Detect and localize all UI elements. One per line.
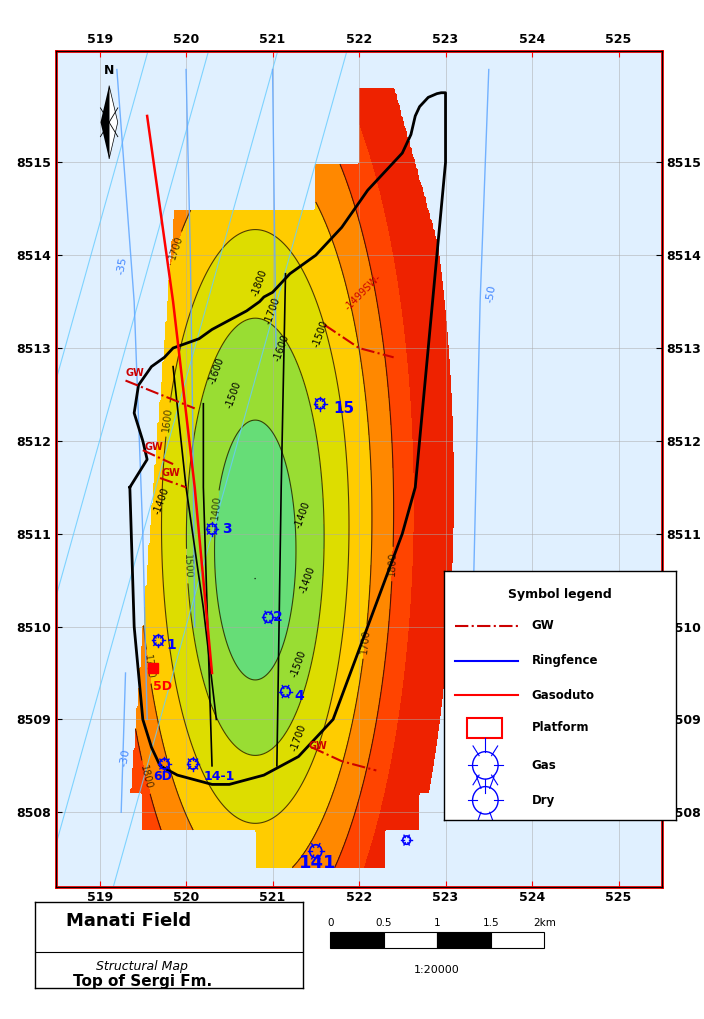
Text: 14-1: 14-1 [203, 770, 234, 784]
Text: -1500: -1500 [289, 649, 308, 679]
Text: 1.5: 1.5 [482, 918, 499, 927]
Text: Gas: Gas [532, 759, 557, 771]
Text: GW: GW [162, 468, 181, 478]
Text: -1500: -1500 [224, 379, 243, 410]
Bar [384, 932, 437, 948]
Text: 0: 0 [327, 918, 334, 927]
Text: 1500: 1500 [182, 553, 192, 579]
Text: 2: 2 [272, 610, 282, 625]
Text: -1499SW-: -1499SW- [344, 272, 384, 313]
Text: 1: 1 [434, 918, 441, 927]
Text: Structural Map: Structural Map [96, 960, 188, 973]
Text: 1:20000: 1:20000 [415, 965, 460, 975]
Text: GW: GW [309, 741, 327, 751]
Text: 141: 141 [298, 854, 336, 872]
Text: 6D: 6D [153, 770, 172, 784]
Text: Platform: Platform [532, 721, 589, 735]
Text: -1600: -1600 [272, 333, 291, 363]
Text: 1600: 1600 [161, 407, 174, 432]
Text: 1800: 1800 [138, 764, 153, 791]
Text: -30: -30 [118, 748, 132, 768]
Bar [467, 718, 501, 738]
Text: 3: 3 [222, 522, 232, 536]
Text: -1700: -1700 [289, 723, 308, 753]
Text: -50: -50 [484, 284, 498, 304]
Text: Dry: Dry [532, 794, 555, 807]
Text: 5D: 5D [153, 681, 172, 693]
Bar [330, 932, 384, 948]
Text: -1500: -1500 [310, 319, 329, 350]
Text: 1: 1 [166, 638, 176, 652]
Text: -1400: -1400 [294, 500, 313, 530]
Text: -1400: -1400 [298, 566, 317, 595]
Text: Symbol legend: Symbol legend [508, 588, 612, 601]
Text: -35: -35 [115, 257, 128, 276]
Text: 1700: 1700 [359, 629, 372, 654]
Text: Gasoduto: Gasoduto [532, 689, 595, 702]
Bar [491, 932, 544, 948]
Text: 0.5: 0.5 [375, 918, 392, 927]
Text: 2km: 2km [533, 918, 555, 927]
Text: 1800: 1800 [387, 551, 398, 577]
Text: 4: 4 [294, 689, 304, 703]
Text: N: N [104, 64, 114, 77]
Text: -1800: -1800 [250, 268, 269, 298]
Bar [149, 663, 158, 674]
Text: -1400: -1400 [152, 486, 171, 516]
Text: GW: GW [532, 620, 555, 632]
Bar [437, 932, 491, 948]
Polygon shape [109, 86, 118, 159]
Text: Top of Sergi Fm.: Top of Sergi Fm. [73, 974, 212, 989]
Text: 15: 15 [333, 400, 354, 416]
Text: GW: GW [125, 368, 144, 378]
Text: GW: GW [144, 442, 163, 452]
Text: -1600: -1600 [207, 357, 226, 386]
Polygon shape [101, 86, 109, 159]
Text: 1700: 1700 [142, 654, 155, 680]
Text: Ringfence: Ringfence [532, 654, 598, 667]
Text: 1700: 1700 [167, 234, 184, 261]
Text: Manati Field: Manati Field [66, 912, 191, 930]
Text: 1400: 1400 [210, 495, 223, 521]
Text: -1700: -1700 [263, 296, 282, 326]
